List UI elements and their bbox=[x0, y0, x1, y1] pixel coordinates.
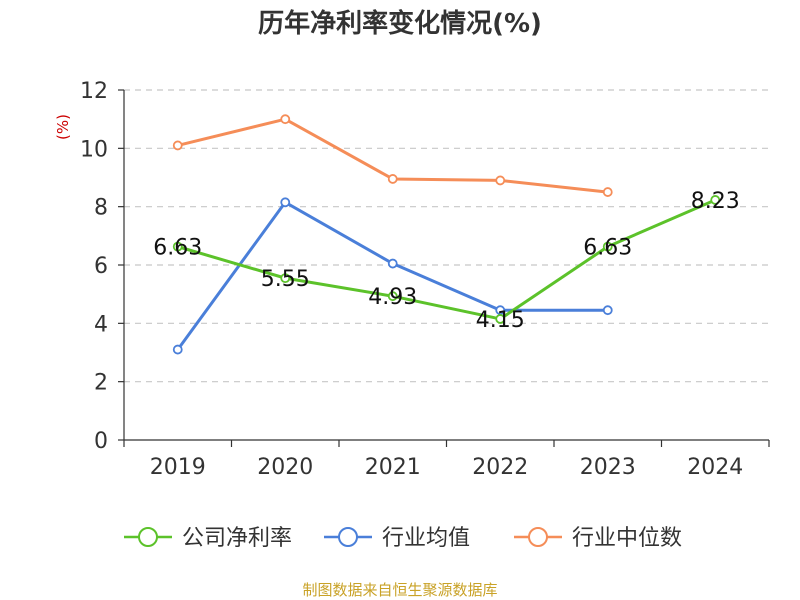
legend: 公司净利率 行业均值 行业中位数 bbox=[124, 526, 682, 551]
data-point bbox=[387, 258, 398, 269]
data-labels: 6.63 5.55 4.93 4.15 6.63 8.23 bbox=[153, 189, 739, 333]
data-point bbox=[495, 175, 506, 186]
series-line bbox=[177, 198, 716, 321]
y-tick-label: 8 bbox=[94, 196, 108, 221]
data-point bbox=[172, 344, 183, 355]
data-point bbox=[602, 187, 613, 197]
data-point bbox=[172, 241, 183, 252]
data-label: 6.63 bbox=[153, 236, 202, 261]
data-point bbox=[495, 314, 506, 324]
legend-marker bbox=[528, 527, 548, 547]
data-point bbox=[387, 291, 398, 302]
series-line bbox=[176, 200, 608, 351]
x-tick-label: 2024 bbox=[687, 455, 743, 480]
x-tick-label: 2020 bbox=[257, 455, 313, 480]
x-tick-label: 2022 bbox=[472, 455, 528, 480]
data-point bbox=[602, 241, 613, 252]
data-point bbox=[280, 273, 291, 284]
legend-label: 行业中位数 bbox=[572, 526, 682, 551]
x-tick-label: 2021 bbox=[365, 455, 421, 480]
y-tick-label: 10 bbox=[80, 137, 108, 162]
legend-label: 公司净利率 bbox=[182, 526, 292, 551]
data-label: 4.15 bbox=[476, 308, 525, 333]
legend-label: 行业均值 bbox=[382, 526, 470, 551]
gridlines bbox=[124, 89, 769, 383]
legend-marker bbox=[338, 527, 358, 547]
data-label: 6.63 bbox=[583, 236, 632, 261]
source-note: 制图数据来自恒生聚源数据库 bbox=[302, 581, 497, 599]
series-lines bbox=[172, 114, 721, 355]
legend-marker bbox=[138, 527, 158, 547]
y-tick-label: 12 bbox=[80, 79, 108, 104]
y-tick-label: 2 bbox=[94, 371, 108, 396]
chart-title: 历年净利率变化情况(%) bbox=[258, 8, 542, 39]
axes: 0 2 4 6 8 10 12 2019 2020 2021 2022 2023 2024 bbox=[80, 79, 770, 480]
data-label: 8.23 bbox=[691, 189, 740, 214]
data-point bbox=[280, 114, 291, 125]
data-point bbox=[172, 140, 183, 151]
y-tick-label: 0 bbox=[94, 429, 108, 454]
x-tick-label: 2023 bbox=[580, 455, 636, 480]
y-tick-label: 6 bbox=[94, 254, 108, 279]
data-point bbox=[710, 195, 721, 205]
data-point bbox=[280, 197, 291, 208]
y-unit-label: (%) bbox=[54, 114, 72, 140]
y-tick-label: 4 bbox=[94, 312, 108, 337]
data-point bbox=[387, 174, 398, 184]
data-label: 4.93 bbox=[368, 285, 417, 310]
x-tick-label: 2019 bbox=[150, 455, 206, 480]
data-label: 5.55 bbox=[261, 267, 310, 292]
data-point bbox=[602, 305, 613, 316]
